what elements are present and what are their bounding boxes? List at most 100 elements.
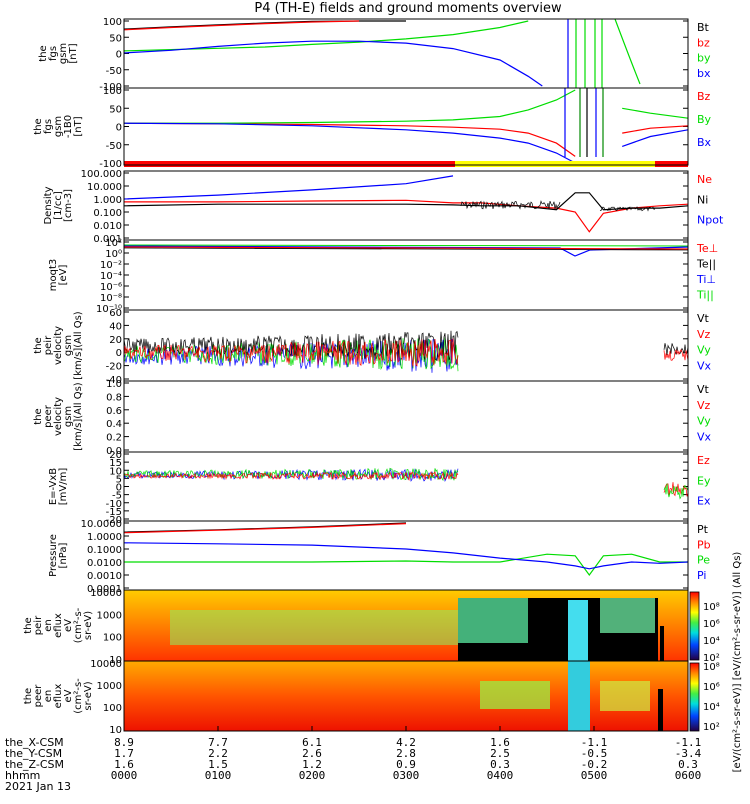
legend-ex: Ex xyxy=(697,495,711,508)
x-tick-label: 2.5 xyxy=(490,747,510,760)
y-tick-label: 5 xyxy=(116,474,122,485)
panel-ylabel: [1/cc] xyxy=(53,191,64,220)
y-tick-label: -100 xyxy=(99,82,122,93)
y-tick-label: 20 xyxy=(109,450,122,461)
panel-ylabel: velocity xyxy=(53,326,64,365)
mode-bar-yellow xyxy=(455,161,655,167)
x-tick-label: 0.3 xyxy=(678,758,698,771)
x-tick-label: 1.6 xyxy=(114,758,134,771)
panel-content xyxy=(124,330,688,373)
y-tick-label: 10⁰ xyxy=(105,249,122,260)
panel-ylabel: peir xyxy=(33,615,44,635)
legend-vx: Vx xyxy=(697,430,712,443)
panel-ylabel: -1B0 xyxy=(63,115,74,138)
series-line-pb xyxy=(124,523,407,534)
panel-ylabel: peer xyxy=(43,404,54,428)
panel-content xyxy=(124,88,688,164)
panel-ylabel: moqt3 xyxy=(48,259,59,292)
series-line-tipar xyxy=(124,244,688,247)
panel-ylabel: the xyxy=(23,617,34,633)
y-tick-label: 10 xyxy=(109,655,122,666)
spectrogram-gap xyxy=(658,689,663,731)
panel-ylabel: [mV/m] xyxy=(58,468,69,506)
y-tick-label: 10⁻⁸ xyxy=(100,293,122,304)
y-tick-label: 10² xyxy=(105,238,122,249)
colorbar-tick-label: 10² xyxy=(703,653,720,664)
colorbar-tick-label: 10² xyxy=(703,722,720,733)
y-tick-label: 10.0000 xyxy=(81,519,122,530)
y-tick-label: 100 xyxy=(103,86,122,97)
panel-ylabel: sr-eV) xyxy=(83,681,94,710)
panel-ylabel: [nPa] xyxy=(58,542,69,568)
y-tick-label: 0 xyxy=(116,50,122,61)
y-tick-label: 0.010 xyxy=(93,221,122,232)
series-line-tepar xyxy=(124,247,688,251)
panel-ylabel: [eV] xyxy=(58,265,69,286)
y-tick-label: -100 xyxy=(99,159,122,170)
x-row-label: the_Y-CSM xyxy=(5,747,62,760)
legend-ne: Ne xyxy=(697,173,712,186)
x-tick-label: 0.3 xyxy=(490,758,510,771)
legend-ey: Ey xyxy=(697,474,711,487)
y-tick-label: 0.4 xyxy=(106,419,122,430)
panel-content xyxy=(124,244,688,257)
panel-ylabel: (cm²-s- xyxy=(73,678,84,714)
series-noise-vz xyxy=(124,338,459,367)
series-line-by xyxy=(124,89,688,124)
panel-fgs: the fgs gsm [nT] 100 50 0 -50 -100 Bt bz by bx xyxy=(38,17,711,93)
series-line-ne xyxy=(124,199,688,233)
panel-frame xyxy=(123,380,689,453)
panel-ylabel: E=-VxB xyxy=(48,468,59,505)
y-tick-label: 20 xyxy=(109,335,122,346)
series-line-teperp xyxy=(124,246,688,250)
legend-ni: Ni xyxy=(697,193,708,206)
y-tick-label: 10.000 xyxy=(87,182,122,193)
y-tick-label: 0.100 xyxy=(93,208,122,219)
colorbar-tick-label: 10⁸ xyxy=(703,662,720,673)
y-tick-label: 10000 xyxy=(90,659,122,670)
panel-ylabel: [km/s](All Qs) xyxy=(73,311,84,379)
panel-density: Density [1/cc] [cm-3] 100.000 10.000 1.000 0.1… xyxy=(43,169,724,245)
panel-fgs-dc: the fgs gsm -1B0 [nT] 100 50 0 -50 -100 Bz By Bx xyxy=(33,86,712,170)
y-tick-label: 0.6 xyxy=(106,406,122,417)
y-tick-label: 10⁻⁶ xyxy=(100,282,122,293)
series-line-bx xyxy=(124,40,543,87)
x-tick-label: 1.2 xyxy=(302,758,322,771)
x-tick-label: 0400 xyxy=(487,769,514,782)
spectrogram-band xyxy=(568,661,590,731)
legend-te: Te|| xyxy=(696,258,716,271)
panel-peir-velocity: the peir velocity gsm [km/s](All Qs) 60 40 20 0 -… xyxy=(33,308,712,386)
legend-ti: Ti|| xyxy=(696,289,714,302)
y-tick-label: 0.0100 xyxy=(87,558,122,569)
legend-vz: Vz xyxy=(697,328,711,341)
panel-ylabel: eV xyxy=(63,619,74,632)
y-tick-label: 50 xyxy=(109,33,122,44)
x-tick-label: 0000 xyxy=(111,769,138,782)
panel-ylabel: sr-eV) xyxy=(83,611,94,640)
panel-ylabel: the xyxy=(33,337,44,353)
colorbar-tick-label: 10⁶ xyxy=(703,619,720,630)
y-tick-label: 10⁻⁴ xyxy=(100,271,122,282)
x-tick-label: 7.7 xyxy=(208,736,228,749)
x-tick-label: 2.8 xyxy=(396,747,416,760)
x-tick-label: 0500 xyxy=(581,769,608,782)
panel-ylabel: the xyxy=(33,118,44,134)
series-line-npot xyxy=(124,175,454,200)
series-noise-vz xyxy=(663,349,688,361)
x-tick-label: 0200 xyxy=(299,769,326,782)
panel-ylabel: Density xyxy=(43,186,54,224)
y-tick-label: 0 xyxy=(116,483,122,494)
panel-ylabel: fgs xyxy=(48,46,59,61)
panel-content xyxy=(124,661,688,731)
y-tick-label: 0.001 xyxy=(93,234,122,245)
panel-frame xyxy=(123,170,689,241)
series-line-bz xyxy=(124,20,360,31)
series-noise-vt xyxy=(663,343,688,356)
x-tick-label: 0600 xyxy=(675,769,702,782)
legend-vt: Vt xyxy=(697,383,710,396)
panel-ylabel: gsm xyxy=(58,43,69,64)
panel-ylabel: peir xyxy=(43,335,54,355)
y-tick-label: 100.000 xyxy=(81,169,122,180)
y-tick-label: -50 xyxy=(106,141,122,152)
